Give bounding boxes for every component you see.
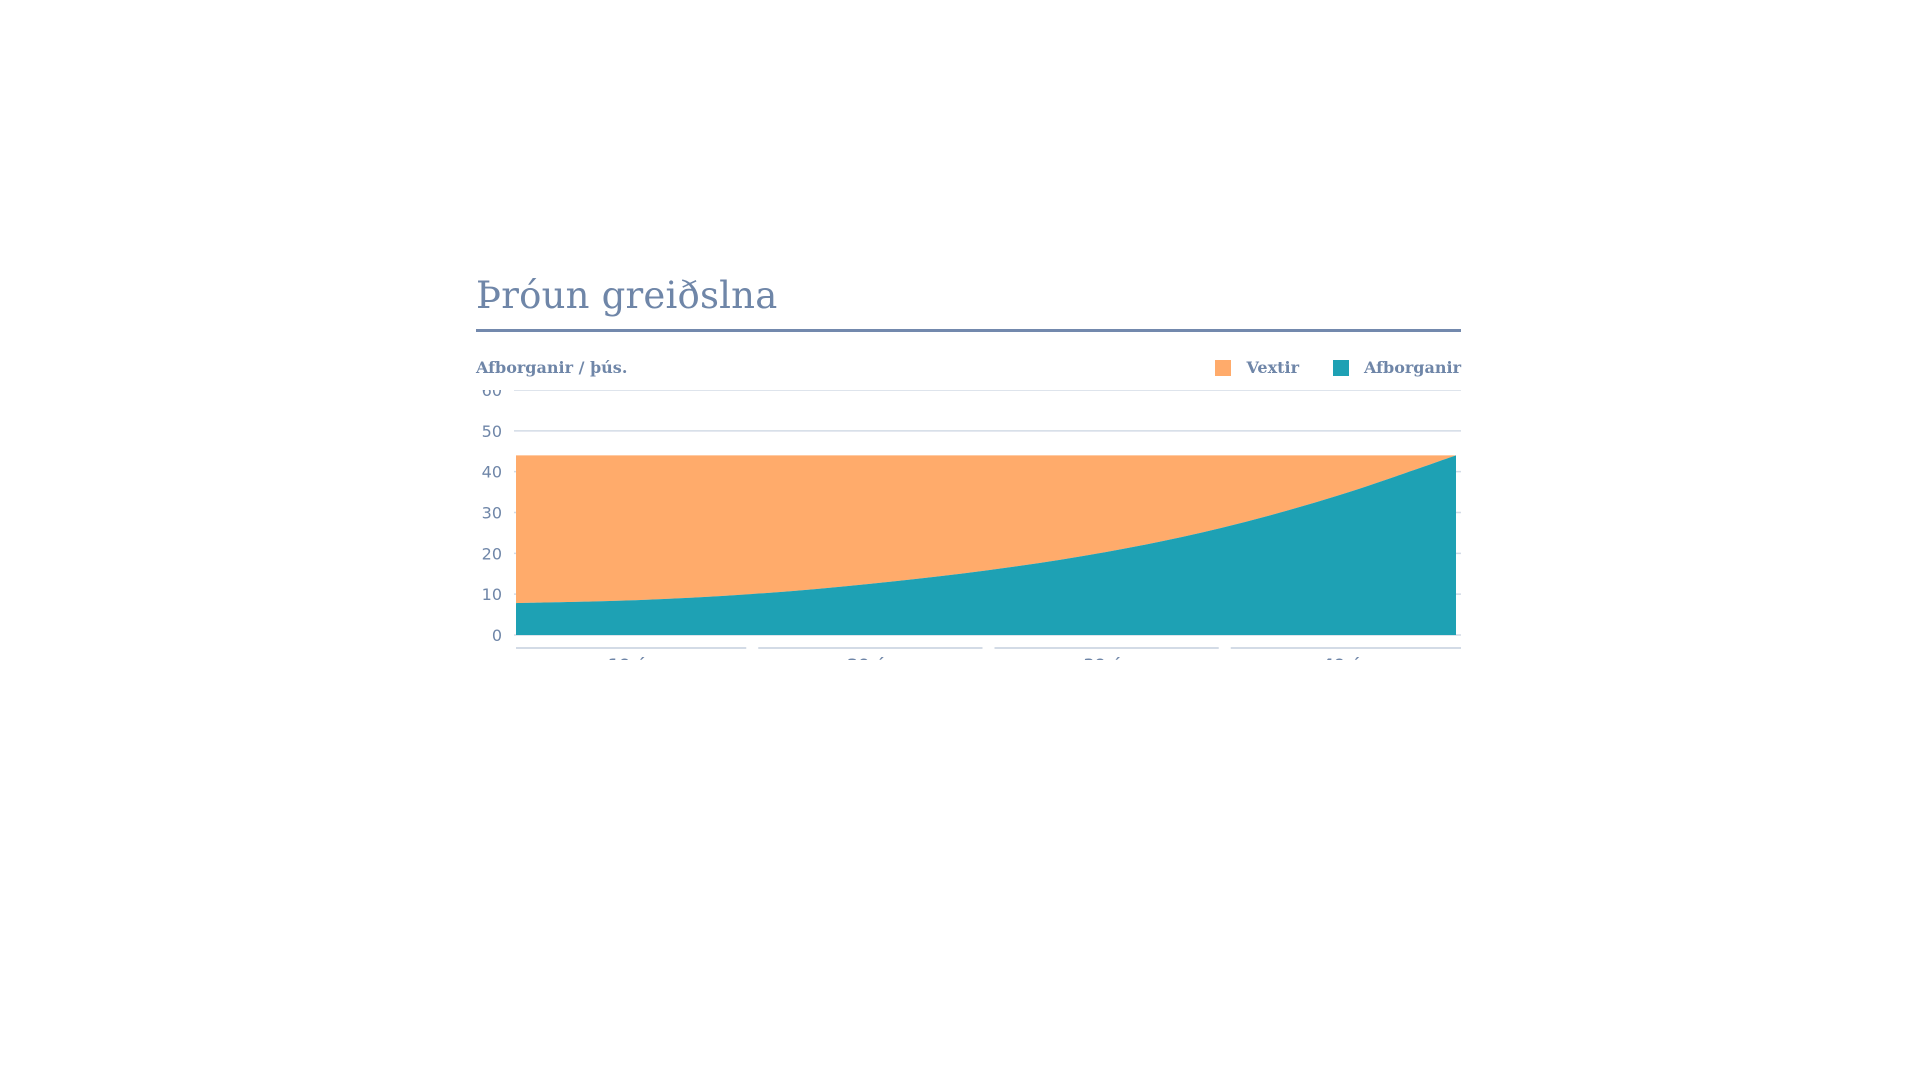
y-tick-label-60: 60: [482, 390, 502, 400]
y-tick-label-50: 50: [482, 422, 502, 441]
y-tick-label-0: 0: [492, 626, 502, 645]
y-tick-label-10: 10: [482, 585, 502, 604]
legend-item-vextir[interactable]: Vextir: [1215, 358, 1299, 377]
y-tick-label-40: 40: [482, 463, 502, 482]
x-tick-label-4: 40 ár: [1323, 655, 1370, 660]
area-afborganir: [516, 455, 1456, 635]
legend-label-vextir: Vextir: [1246, 358, 1299, 377]
chart-card: Þróun greiðslna Afborganir / þús. Vextir…: [476, 270, 1461, 790]
legend-label-afborganir: Afborganir: [1364, 358, 1461, 377]
area-chart-plot: 0 10 20 30 40 50 60 10 ár 20 ár 30 ár 40 ár: [482, 390, 1461, 660]
title-rule: [476, 329, 1461, 332]
y-axis-label: Afborganir / þús.: [476, 358, 628, 377]
x-tick-label-3: 30 ár: [1083, 655, 1130, 660]
x-tick-label-1: 10 ár: [608, 655, 655, 660]
y-tick-label-20: 20: [482, 544, 502, 563]
legend-swatch-afborganir: [1333, 359, 1349, 376]
legend: Vextir Afborganir: [1215, 358, 1461, 377]
y-tick-label-30: 30: [482, 504, 502, 523]
x-tick-label-2: 20 ár: [847, 655, 894, 660]
area-vextir: [516, 455, 1456, 604]
legend-swatch-vextir: [1215, 359, 1232, 376]
chart-title: Þróun greiðslna: [476, 274, 778, 317]
legend-item-afborganir[interactable]: Afborganir: [1333, 358, 1461, 377]
